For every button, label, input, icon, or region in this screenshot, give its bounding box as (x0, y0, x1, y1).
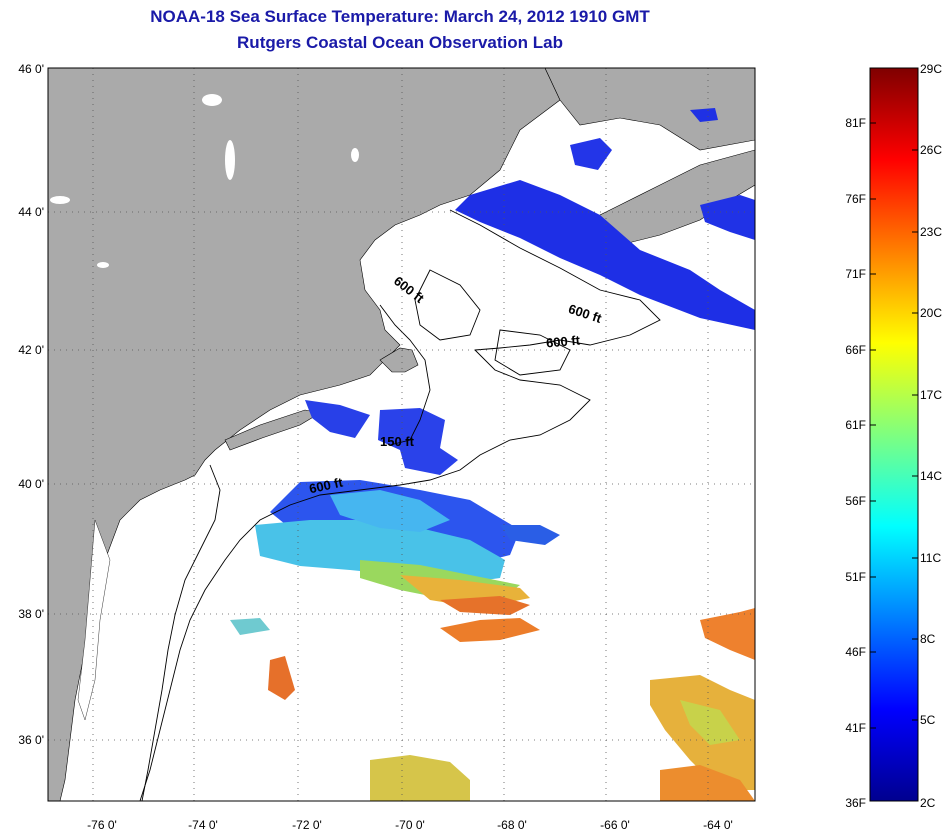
inland-lakes (50, 94, 359, 268)
colorbar (869, 67, 919, 802)
land-cape-cod (379, 347, 419, 373)
graticule (48, 68, 755, 801)
lon-label-64: -64 0' (703, 818, 733, 832)
lat-label-36: 36 0' (18, 733, 44, 747)
colorbar-c-label: 26C (920, 143, 943, 157)
land-bay (77, 519, 111, 721)
map-frame (47, 67, 756, 802)
colorbar-c-label: 14C (920, 469, 943, 483)
sst-patches (230, 108, 755, 801)
colorbar-c-label: 29C (920, 62, 943, 76)
lat-label-46: 46 0' (18, 62, 44, 76)
land-new-brunswick (544, 68, 755, 151)
lon-label-76: -76 0' (87, 818, 117, 832)
map-subtitle: Rutgers Coastal Ocean Observation Lab (237, 33, 563, 52)
colorbar-c-label: 5C (920, 713, 936, 727)
contour-label: 150 ft (380, 434, 414, 449)
colorbar-c-label: 2C (920, 796, 936, 810)
contour-label: 600 ft (545, 332, 581, 351)
lon-label-70: -70 0' (395, 818, 425, 832)
colorbar-c-label: 11C (920, 551, 942, 565)
map-title: NOAA-18 Sea Surface Temperature: March 2… (150, 7, 650, 26)
lat-label-44: 44 0' (18, 205, 44, 219)
lon-label-74: -74 0' (188, 818, 218, 832)
colorbar-f-label: 66F (845, 343, 866, 357)
lon-label-66: -66 0' (600, 818, 630, 832)
lon-label-72: -72 0' (292, 818, 322, 832)
colorbar-f-label: 61F (845, 418, 866, 432)
colorbar-c-label: 17C (920, 388, 943, 402)
colorbar-c-label: 8C (920, 632, 936, 646)
lat-label-38: 38 0' (18, 607, 44, 621)
lat-label-40: 40 0' (18, 477, 44, 491)
colorbar-f-label: 36F (845, 796, 866, 810)
colorbar-f-label: 76F (845, 192, 866, 206)
colorbar-ticks (870, 122, 918, 729)
colorbar-f-label: 51F (845, 570, 866, 584)
colorbar-f-label: 71F (845, 267, 866, 281)
bathymetry-contours (139, 209, 661, 801)
colorbar-f-label: 46F (845, 645, 866, 659)
colorbar-c-label: 23C (920, 225, 943, 239)
colorbar-f-label: 56F (845, 494, 866, 508)
lon-label-68: -68 0' (497, 818, 527, 832)
colorbar-f-label: 41F (845, 721, 866, 735)
lat-label-42: 42 0' (18, 343, 44, 357)
colorbar-f-label: 81F (845, 116, 866, 130)
land-long-island (224, 409, 321, 451)
colorbar-c-label: 20C (920, 306, 943, 320)
